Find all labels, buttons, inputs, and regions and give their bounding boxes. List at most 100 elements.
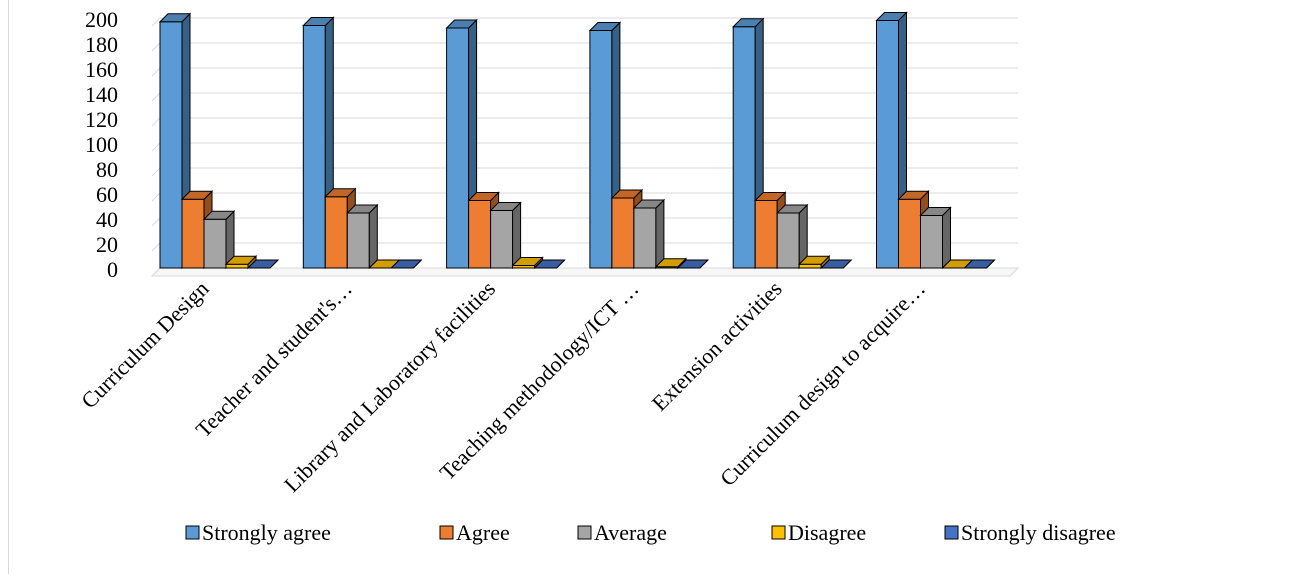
- y-tick-label: 20: [96, 232, 118, 257]
- bar-top: [588, 22, 622, 31]
- bar-top: [753, 192, 787, 201]
- bar: [202, 210, 236, 270]
- bar-top: [489, 202, 522, 211]
- gridline-side: [151, 67, 161, 77]
- legend-item: Strongly agree: [185, 520, 331, 545]
- y-tick-label: 100: [85, 132, 118, 157]
- legend: Strongly agree Agree Average Disagree Strong…: [185, 520, 1116, 545]
- bar-front: [732, 26, 756, 269]
- bar-top: [302, 17, 335, 26]
- bar: [390, 259, 423, 269]
- bar-top: [346, 204, 379, 214]
- bar-top: [819, 259, 853, 269]
- bar-front: [302, 25, 326, 269]
- legend-label: Average: [594, 520, 667, 545]
- gridline-side: [151, 92, 161, 102]
- bar: [676, 259, 710, 269]
- bar-top: [324, 188, 357, 198]
- bar-side: [655, 198, 665, 270]
- legend-swatch: [771, 525, 786, 540]
- bar: [919, 206, 952, 270]
- legend-item: Agree: [439, 520, 510, 545]
- bar: [797, 255, 831, 270]
- x-tick-label: Teacher and student's…: [191, 276, 357, 442]
- bar-top: [202, 210, 236, 220]
- y-tick-label: 180: [85, 32, 118, 57]
- bar-front: [776, 212, 800, 269]
- bar: [963, 259, 996, 269]
- bar-top: [632, 199, 666, 209]
- y-tick-label: 40: [96, 207, 118, 232]
- x-tick-label: Extension activities: [647, 276, 787, 416]
- bar-top: [875, 12, 908, 21]
- bar-side: [942, 206, 951, 270]
- gridline-side: [151, 167, 161, 177]
- bar: [775, 203, 809, 270]
- gridline-side: [151, 217, 161, 227]
- legend-label: Strongly disagree: [961, 520, 1116, 545]
- bar-front: [446, 27, 470, 269]
- bar-front: [898, 198, 921, 269]
- y-tick-label: 160: [85, 57, 118, 82]
- bar-front: [490, 210, 514, 269]
- gridline-side: [151, 242, 161, 252]
- bar-top: [246, 259, 280, 269]
- bar: [819, 259, 853, 269]
- bar: [224, 255, 258, 270]
- gridline-side: [151, 117, 161, 127]
- bar: [445, 18, 478, 270]
- y-tick-label: 60: [96, 182, 118, 207]
- bar-front: [225, 263, 249, 269]
- bar-front: [611, 197, 635, 269]
- legend-swatch: [577, 525, 592, 540]
- legend-swatch: [944, 525, 959, 540]
- bar-front: [324, 196, 348, 269]
- bar-front: [920, 215, 943, 269]
- bar-side: [368, 203, 378, 270]
- bar: [511, 256, 544, 270]
- bar-front: [754, 200, 778, 269]
- legend-label: Strongly agree: [202, 520, 331, 545]
- bar-top: [158, 13, 192, 23]
- legend-swatch: [439, 525, 454, 540]
- bar: [489, 201, 522, 270]
- bar-top: [445, 19, 478, 29]
- bar: [346, 203, 379, 270]
- bar-top: [654, 258, 688, 268]
- bar-front: [203, 218, 227, 269]
- bar-top: [180, 190, 214, 200]
- bar-top: [390, 259, 423, 269]
- gridline-side: [151, 17, 161, 27]
- bar-top: [897, 190, 930, 200]
- bar-front: [589, 30, 613, 269]
- legend-item: Disagree: [771, 520, 866, 545]
- y-tick-label: 0: [107, 257, 118, 282]
- bar-front: [468, 200, 492, 269]
- legend-label: Agree: [456, 520, 510, 545]
- y-tick-label: 120: [85, 107, 118, 132]
- gridline-side: [151, 142, 161, 152]
- chart-floor: [150, 267, 1020, 277]
- bar-top: [676, 259, 710, 269]
- bar: [632, 198, 666, 270]
- bar-front: [181, 198, 205, 269]
- gridline-side: [151, 192, 161, 202]
- bar-top: [224, 255, 258, 265]
- gridline-side: [151, 42, 161, 52]
- y-tick-label: 140: [85, 82, 118, 107]
- legend-swatch: [185, 525, 200, 540]
- bar-front: [876, 20, 899, 269]
- y-tick-label: 80: [96, 157, 118, 182]
- bar: [533, 259, 566, 269]
- bar-front: [798, 263, 822, 269]
- bar-top: [511, 257, 544, 266]
- bar-top: [919, 207, 952, 216]
- bars: [158, 11, 996, 270]
- y-tick-label: 200: [85, 7, 118, 32]
- bar-top: [775, 204, 809, 214]
- bar-top: [797, 255, 831, 265]
- legend-item: Average: [577, 520, 667, 545]
